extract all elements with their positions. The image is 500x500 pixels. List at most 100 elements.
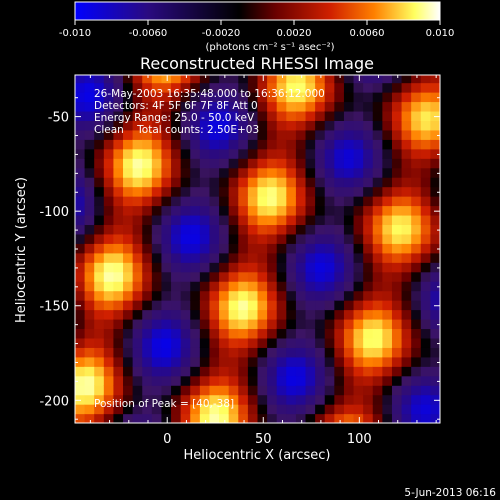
heatmap-cell <box>334 233 345 244</box>
heatmap-cell <box>305 300 316 311</box>
heatmap-cell <box>247 318 259 330</box>
heatmap-cell <box>257 129 268 140</box>
heatmap-cell <box>180 300 191 311</box>
heatmap-cell <box>382 413 393 423</box>
heatmap-cell <box>363 177 374 188</box>
heatmap-cell <box>334 82 345 93</box>
heatmap-cell <box>123 281 134 292</box>
heatmap-cell <box>190 337 201 348</box>
heatmap-cell <box>190 177 201 188</box>
heatmap-cell <box>180 186 191 197</box>
heatmap-cell <box>411 413 422 423</box>
heatmap-cell <box>161 120 172 131</box>
heatmap-cell <box>238 300 249 311</box>
heatmap-cell <box>238 139 249 150</box>
heatmap-cell <box>132 309 143 320</box>
heatmap-cell <box>267 186 278 197</box>
heatmap-cell <box>430 158 440 169</box>
heatmap-cell <box>190 196 201 207</box>
heatmap-cell <box>151 177 163 188</box>
heatmap-cell <box>411 92 422 103</box>
heatmap-cell <box>411 318 422 330</box>
heatmap-cell <box>286 214 297 226</box>
heatmap-cell <box>151 347 163 358</box>
heatmap-cell <box>295 148 307 159</box>
heatmap-cell <box>103 196 115 207</box>
heatmap-cell <box>219 252 230 263</box>
heatmap-cell <box>401 233 412 244</box>
colorbar-tick-label: 0.0060 <box>350 28 385 39</box>
heatmap-cell <box>372 129 383 140</box>
heatmap-cell <box>103 337 115 348</box>
heatmap-cell <box>324 309 335 320</box>
heatmap-cell <box>75 300 86 311</box>
heatmap-cell <box>247 290 259 301</box>
heatmap-cell <box>161 394 172 405</box>
heatmap-cell <box>190 82 201 93</box>
heatmap-cell <box>103 385 115 396</box>
heatmap-cell <box>228 177 239 188</box>
heatmap-cell <box>315 262 326 273</box>
heatmap-cell <box>132 101 143 112</box>
heatmap-cell <box>295 385 307 396</box>
heatmap-cell <box>382 262 393 273</box>
heatmap-cell <box>132 271 143 282</box>
heatmap-cell <box>209 120 220 131</box>
heatmap-cell <box>209 300 220 311</box>
heatmap-cell <box>372 281 383 292</box>
heatmap-cell <box>151 337 163 348</box>
heatmap-cell <box>209 214 220 226</box>
heatmap-cell <box>324 328 335 339</box>
heatmap-cell <box>334 318 345 330</box>
heatmap-cell <box>401 318 412 330</box>
heatmap-cell <box>430 82 440 93</box>
heatmap-cell <box>209 148 220 159</box>
heatmap-cell <box>103 243 115 254</box>
heatmap-cell <box>276 309 287 320</box>
heatmap-cell <box>353 177 364 188</box>
heatmap-cell <box>411 186 422 197</box>
heatmap-cell <box>209 385 220 396</box>
heatmap-cell <box>382 243 393 254</box>
heatmap-cell <box>228 366 239 377</box>
heatmap-cell <box>420 309 431 320</box>
heatmap-cell <box>305 375 316 386</box>
heatmap-cell <box>257 214 268 226</box>
heatmap-cell <box>267 214 278 226</box>
heatmap-cell <box>209 318 220 330</box>
heatmap-cell <box>209 413 220 423</box>
heatmap-cell <box>219 309 230 320</box>
heatmap-cell <box>199 309 211 320</box>
heatmap-cell <box>276 129 287 140</box>
heatmap-cell <box>372 75 383 84</box>
heatmap-cell <box>190 129 201 140</box>
heatmap-cell <box>295 404 307 415</box>
heatmap-cell <box>295 366 307 377</box>
heatmap-cell <box>286 404 297 415</box>
heatmap-cell <box>305 309 316 320</box>
heatmap-cell <box>103 75 115 84</box>
heatmap-cell <box>372 205 383 216</box>
heatmap-cell <box>372 139 383 150</box>
heatmap-cell <box>209 177 220 188</box>
heatmap-cell <box>171 101 182 112</box>
heatmap-cell <box>267 385 278 396</box>
heatmap-cell <box>334 158 345 169</box>
heatmap-cell <box>391 413 403 423</box>
heatmap-cell <box>151 290 163 301</box>
heatmap-cell <box>132 129 143 140</box>
heatmap-cell <box>430 394 440 405</box>
heatmap-cell <box>276 139 287 150</box>
heatmap-cell <box>267 101 278 112</box>
heatmap-cell <box>343 290 355 301</box>
heatmap-cell <box>113 177 124 188</box>
heatmap-cell <box>228 271 239 282</box>
heatmap-cell <box>103 224 115 235</box>
heatmap-cell <box>228 337 239 348</box>
heatmap-cell <box>209 75 220 84</box>
heatmap-cell <box>401 413 412 423</box>
heatmap-cell <box>324 196 335 207</box>
heatmap-cell <box>238 224 249 235</box>
heatmap-cell <box>247 300 259 311</box>
heatmap-cell <box>382 75 393 84</box>
